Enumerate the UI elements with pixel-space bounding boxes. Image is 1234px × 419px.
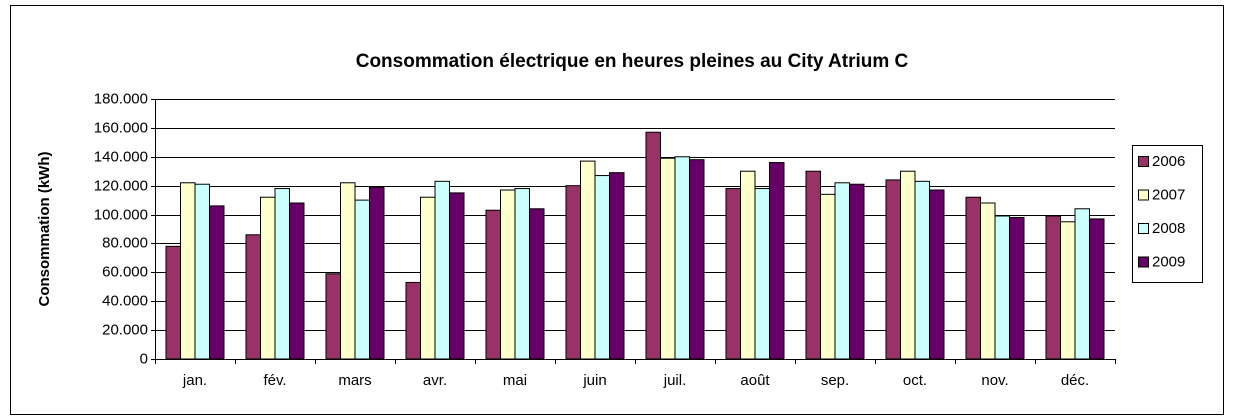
bar bbox=[354, 199, 370, 360]
bar bbox=[929, 189, 945, 360]
bar bbox=[325, 273, 341, 360]
bar bbox=[914, 180, 930, 360]
bar bbox=[849, 183, 865, 360]
bar bbox=[645, 131, 661, 360]
y-tick-label: 120.000 bbox=[94, 177, 148, 194]
bar bbox=[1009, 216, 1025, 360]
bar bbox=[165, 245, 181, 360]
bar bbox=[1045, 215, 1061, 360]
x-tick-label: jan. bbox=[182, 372, 207, 389]
bar bbox=[514, 188, 530, 360]
legend-swatch bbox=[1138, 223, 1149, 234]
bar bbox=[674, 156, 690, 360]
bar bbox=[609, 172, 625, 360]
y-tick-label: 60.000 bbox=[102, 263, 148, 280]
legend-label: 2007 bbox=[1152, 186, 1185, 203]
bar bbox=[369, 186, 385, 360]
y-tick-label: 20.000 bbox=[102, 321, 148, 338]
bar bbox=[805, 170, 821, 360]
legend-label: 2008 bbox=[1152, 220, 1185, 237]
chart-title: Consommation électrique en heures pleine… bbox=[356, 51, 909, 72]
y-tick-label: 100.000 bbox=[94, 206, 148, 223]
bar bbox=[994, 215, 1010, 360]
y-tick-label: 0 bbox=[140, 350, 148, 367]
x-tick-label: déc. bbox=[1061, 372, 1089, 389]
bar bbox=[885, 179, 901, 360]
y-tick-label: 140.000 bbox=[94, 148, 148, 165]
bar bbox=[289, 202, 305, 360]
bar bbox=[209, 205, 225, 360]
bar bbox=[580, 160, 596, 360]
bar bbox=[594, 175, 610, 360]
bar bbox=[274, 188, 290, 360]
x-tick-label: fév. bbox=[263, 372, 286, 389]
bar bbox=[820, 193, 836, 360]
x-tick-label: juin bbox=[582, 372, 606, 389]
x-tick-label: juil. bbox=[663, 372, 687, 389]
bar bbox=[1089, 218, 1105, 360]
bar bbox=[754, 188, 770, 360]
bar bbox=[965, 196, 981, 360]
bar bbox=[565, 185, 581, 360]
x-tick-label: nov. bbox=[981, 372, 1008, 389]
legend-swatch bbox=[1138, 156, 1149, 167]
bar bbox=[260, 196, 276, 360]
y-axis-title: Consommation (kWh) bbox=[36, 152, 53, 307]
bar bbox=[1074, 208, 1090, 360]
x-tick-label: mai bbox=[503, 372, 527, 389]
bar bbox=[769, 162, 785, 360]
bar bbox=[725, 188, 741, 360]
legend-label: 2009 bbox=[1152, 253, 1185, 270]
bar bbox=[980, 202, 996, 360]
bar bbox=[740, 170, 756, 360]
x-tick-label: sep. bbox=[821, 372, 849, 389]
legend-label: 2006 bbox=[1152, 153, 1185, 170]
bar bbox=[340, 182, 356, 360]
bar bbox=[900, 170, 916, 360]
bar bbox=[449, 192, 465, 360]
bar bbox=[420, 196, 436, 360]
y-tick-label: 180.000 bbox=[94, 90, 148, 107]
legend-swatch bbox=[1138, 256, 1149, 268]
bar bbox=[245, 234, 261, 360]
bar bbox=[485, 209, 501, 360]
y-tick-label: 80.000 bbox=[102, 234, 148, 251]
x-tick-label: mars bbox=[338, 372, 371, 389]
x-tick-label: avr. bbox=[423, 372, 447, 389]
bar bbox=[405, 281, 421, 360]
legend-swatch bbox=[1138, 189, 1149, 201]
x-tick-label: oct. bbox=[903, 372, 927, 389]
bar bbox=[1060, 221, 1076, 360]
bar bbox=[689, 159, 705, 360]
bar bbox=[180, 182, 196, 360]
bar bbox=[434, 180, 450, 360]
bar bbox=[660, 157, 676, 360]
y-tick-label: 160.000 bbox=[94, 119, 148, 136]
bar bbox=[500, 189, 516, 360]
y-tick-label: 40.000 bbox=[102, 292, 148, 309]
x-tick-label: août bbox=[740, 372, 770, 389]
bar bbox=[834, 182, 850, 360]
bar bbox=[194, 183, 210, 360]
bar bbox=[529, 208, 545, 360]
